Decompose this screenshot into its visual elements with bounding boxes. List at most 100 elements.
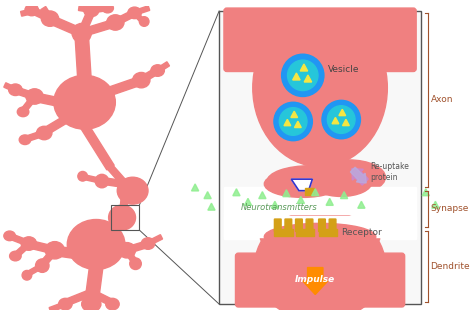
Ellipse shape [67, 220, 125, 270]
Polygon shape [126, 241, 147, 253]
Polygon shape [79, 6, 91, 12]
Ellipse shape [83, 3, 99, 17]
Ellipse shape [9, 84, 22, 95]
Polygon shape [283, 190, 290, 197]
Circle shape [279, 108, 307, 135]
Polygon shape [22, 95, 37, 112]
Ellipse shape [41, 11, 59, 26]
Ellipse shape [118, 243, 136, 258]
FancyBboxPatch shape [224, 8, 416, 71]
Polygon shape [41, 7, 53, 20]
Polygon shape [284, 119, 291, 126]
FancyBboxPatch shape [329, 219, 336, 232]
Circle shape [322, 100, 360, 139]
Polygon shape [294, 121, 301, 128]
Polygon shape [81, 124, 114, 170]
Polygon shape [147, 235, 163, 246]
FancyArrow shape [303, 268, 328, 295]
Ellipse shape [255, 210, 385, 316]
Polygon shape [26, 130, 45, 142]
FancyBboxPatch shape [224, 187, 416, 214]
FancyBboxPatch shape [296, 219, 302, 232]
Ellipse shape [26, 89, 43, 104]
Polygon shape [84, 175, 102, 183]
FancyArrow shape [352, 168, 368, 185]
Text: Receptor: Receptor [341, 228, 382, 237]
Polygon shape [271, 201, 279, 208]
FancyBboxPatch shape [224, 212, 416, 239]
FancyBboxPatch shape [319, 229, 337, 236]
Polygon shape [133, 11, 144, 22]
Ellipse shape [54, 75, 115, 129]
Ellipse shape [117, 177, 148, 204]
Polygon shape [291, 111, 298, 118]
Polygon shape [108, 165, 128, 186]
Ellipse shape [102, 3, 113, 13]
Ellipse shape [267, 166, 354, 197]
Polygon shape [16, 88, 36, 100]
Polygon shape [432, 201, 439, 208]
Ellipse shape [95, 174, 109, 188]
Ellipse shape [17, 107, 29, 117]
Polygon shape [66, 289, 92, 305]
Polygon shape [91, 5, 106, 13]
FancyBboxPatch shape [224, 216, 416, 237]
Polygon shape [297, 197, 304, 204]
Polygon shape [51, 16, 83, 37]
Polygon shape [300, 64, 308, 71]
Ellipse shape [22, 270, 32, 280]
Polygon shape [304, 75, 312, 82]
Polygon shape [78, 9, 95, 34]
Ellipse shape [264, 171, 341, 198]
FancyBboxPatch shape [285, 219, 292, 232]
Polygon shape [95, 247, 126, 260]
Text: Axon: Axon [430, 95, 453, 104]
Ellipse shape [133, 72, 150, 88]
Ellipse shape [141, 238, 155, 249]
Ellipse shape [264, 223, 376, 250]
Ellipse shape [78, 172, 88, 181]
Ellipse shape [19, 135, 31, 144]
Text: Neurotransmitters: Neurotransmitters [240, 204, 317, 212]
Text: Impulse: Impulse [295, 275, 336, 283]
Circle shape [282, 54, 324, 96]
Text: Synapse: Synapse [430, 204, 469, 213]
Polygon shape [20, 9, 34, 16]
Text: Vesicle: Vesicle [328, 65, 359, 74]
Polygon shape [326, 198, 333, 205]
Polygon shape [233, 189, 240, 196]
Polygon shape [85, 267, 103, 305]
Polygon shape [332, 118, 339, 124]
Polygon shape [422, 189, 429, 196]
Ellipse shape [25, 4, 38, 16]
Polygon shape [30, 241, 55, 254]
Polygon shape [36, 93, 61, 106]
FancyBboxPatch shape [305, 188, 314, 195]
Polygon shape [119, 193, 128, 213]
Ellipse shape [253, 9, 387, 167]
Polygon shape [156, 62, 170, 73]
Polygon shape [291, 179, 312, 191]
Polygon shape [358, 201, 365, 208]
FancyBboxPatch shape [274, 219, 281, 232]
Ellipse shape [106, 298, 119, 310]
Polygon shape [90, 289, 112, 305]
Polygon shape [245, 198, 252, 205]
Polygon shape [110, 77, 141, 95]
Ellipse shape [312, 160, 385, 195]
Text: Dendrite: Dendrite [430, 262, 470, 271]
Polygon shape [292, 73, 300, 80]
Polygon shape [4, 83, 17, 92]
Polygon shape [204, 191, 211, 199]
Ellipse shape [36, 126, 52, 140]
Ellipse shape [9, 251, 21, 261]
Polygon shape [343, 119, 349, 126]
Ellipse shape [21, 237, 36, 250]
FancyBboxPatch shape [219, 11, 421, 304]
Ellipse shape [36, 259, 49, 272]
Ellipse shape [59, 298, 72, 310]
Polygon shape [125, 249, 137, 264]
Ellipse shape [82, 296, 101, 312]
Polygon shape [49, 302, 66, 312]
FancyBboxPatch shape [306, 219, 313, 232]
